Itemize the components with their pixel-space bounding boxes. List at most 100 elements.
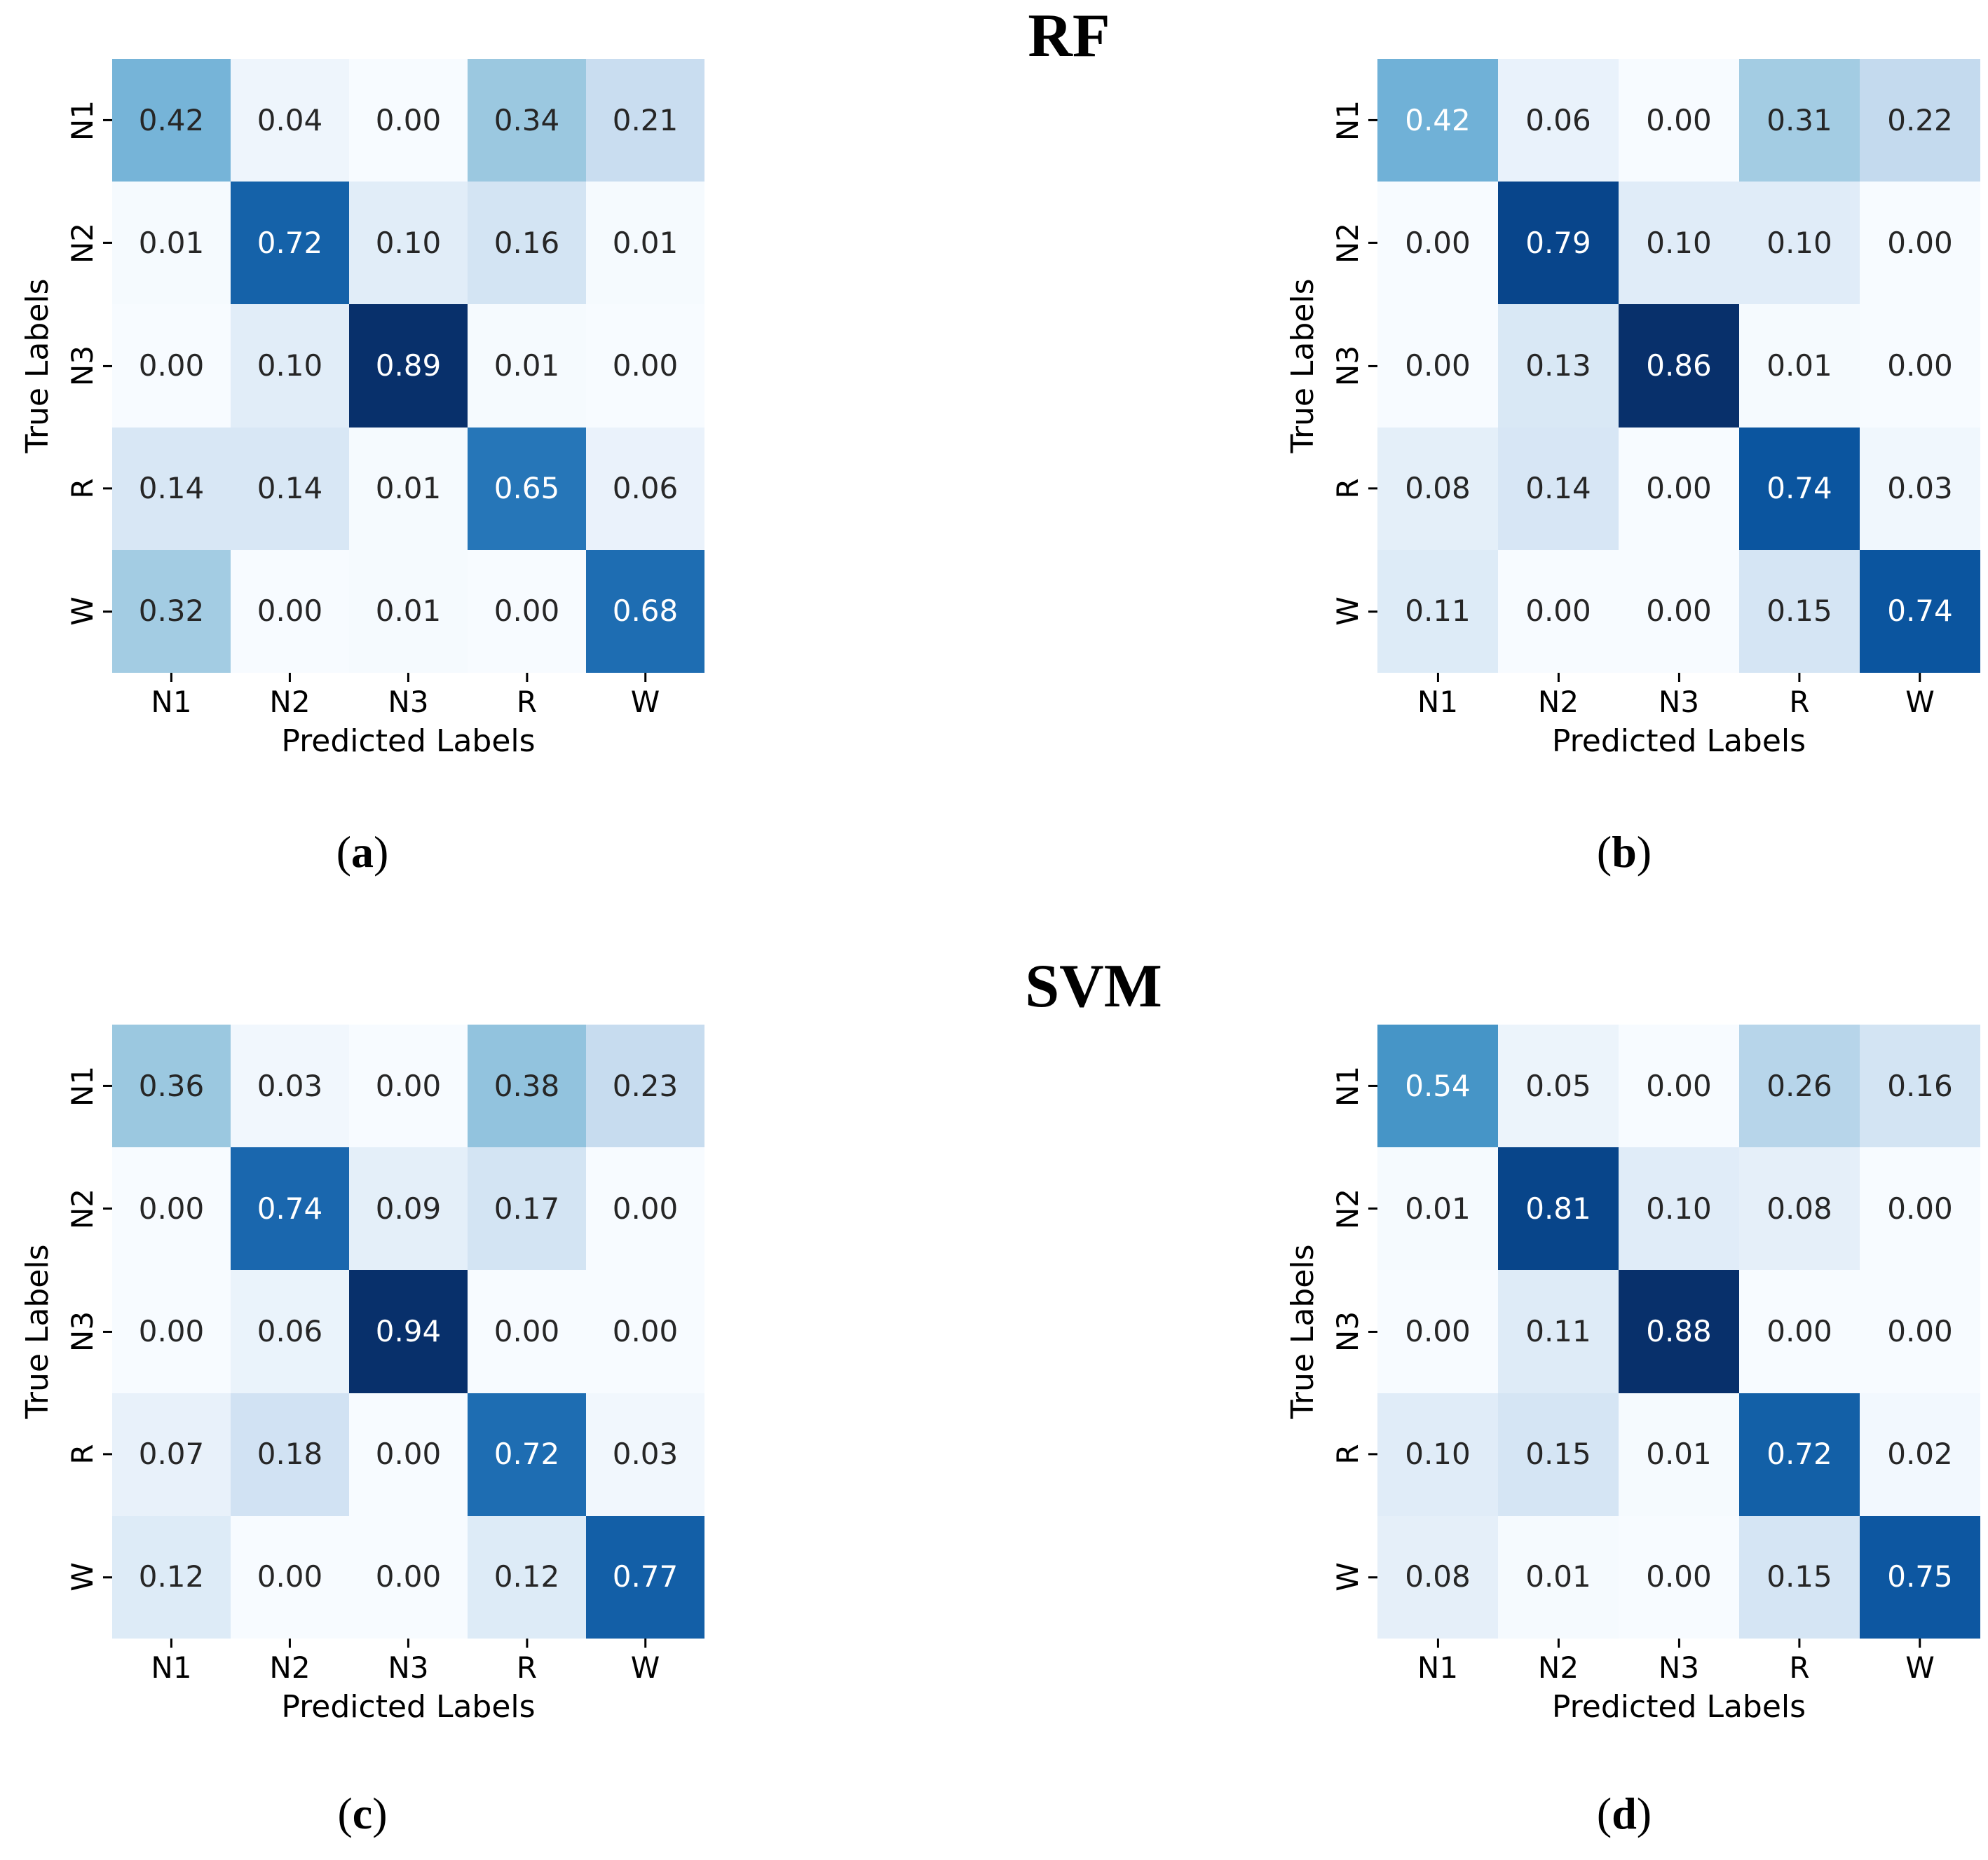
heatmap-cell: 0.21 [586, 59, 704, 182]
subfigure-caption-b: (b) [1597, 830, 1652, 875]
caption-paren-open: ( [336, 827, 351, 877]
heatmap-cell: 0.15 [1498, 1393, 1619, 1516]
heatmap-cell: 0.01 [1498, 1515, 1619, 1639]
x-tick-label: W [630, 1650, 660, 1685]
heatmap-cell: 0.10 [1377, 1393, 1498, 1516]
x-tick: N2 [1538, 673, 1579, 717]
tick-mark [170, 673, 172, 682]
x-tick: N1 [1417, 1639, 1458, 1683]
heatmap-cell: 0.42 [1377, 59, 1498, 182]
confusion-matrix-panel-a: True Labels N1 N2 N3 R W 0.42 0.04 0.00 0.34 0.2… [20, 59, 704, 757]
tick-mark [288, 673, 291, 682]
tick-mark [1368, 1330, 1377, 1333]
heatmap-cell: 0.74 [1860, 549, 1980, 673]
heatmap-cell: 0.17 [468, 1147, 586, 1271]
tick-mark [1368, 1575, 1377, 1578]
caption-paren-open: ( [337, 1789, 353, 1838]
y-tick-label: N3 [65, 345, 100, 387]
x-tick: N3 [388, 673, 429, 717]
tick-mark [1368, 364, 1377, 367]
y-tick: N2 [65, 223, 112, 264]
x-tick: R [1789, 673, 1810, 717]
heatmap-cell: 0.18 [231, 1393, 349, 1516]
heatmap-cell: 0.08 [1377, 427, 1498, 550]
heatmap-cell: 0.72 [1739, 1393, 1860, 1516]
caption-paren-close: ) [372, 1789, 388, 1838]
heatmap-grid: 0.42 0.06 0.00 0.31 0.22 0.00 0.79 0.10 0.10 0.00… [1377, 59, 1980, 673]
heatmap-cell: 0.03 [1860, 427, 1980, 550]
heatmap-cell: 0.00 [1619, 427, 1739, 550]
y-tick: N2 [65, 1189, 112, 1229]
heatmap-cell: 0.00 [1860, 304, 1980, 428]
heatmap-cell: 0.26 [1739, 1025, 1860, 1148]
heatmap-cell: 0.00 [1619, 549, 1739, 673]
caption-letter: c [352, 1789, 373, 1838]
tick-mark [526, 673, 528, 682]
y-axis: N1 N2 N3 R W [1321, 59, 1377, 673]
heatmap-cell: 0.68 [586, 549, 704, 673]
y-axis: N1 N2 N3 R W [56, 59, 112, 673]
heatmap-cell: 0.75 [1860, 1515, 1980, 1639]
heatmap-cell: 0.15 [1739, 1515, 1860, 1639]
x-axis: N1 N2 N3 R W [1377, 1639, 1980, 1702]
heatmap-cell: 0.74 [1739, 427, 1860, 550]
tick-mark [644, 1639, 646, 1648]
x-tick-label: R [516, 1650, 538, 1685]
tick-mark [1677, 1639, 1680, 1648]
heatmap-cell: 0.14 [231, 427, 349, 550]
y-tick: N1 [1330, 1066, 1377, 1107]
tick-mark [103, 242, 112, 245]
heatmap-cell: 0.06 [1498, 59, 1619, 182]
tick-mark [526, 1639, 528, 1648]
x-tick: N1 [151, 673, 192, 717]
heatmap-cell: 0.00 [1739, 1270, 1860, 1393]
heatmap-cell: 0.74 [231, 1147, 349, 1271]
y-tick: N1 [1330, 100, 1377, 141]
y-tick: N3 [1330, 345, 1377, 387]
y-axis-title: True Labels [20, 1244, 55, 1419]
x-tick: N1 [151, 1639, 192, 1683]
heatmap-cell: 0.13 [1498, 304, 1619, 428]
x-tick-label: N3 [388, 1650, 429, 1685]
tick-mark [1368, 487, 1377, 490]
heatmap-cell: 0.01 [349, 549, 468, 673]
x-tick-label: W [630, 685, 660, 719]
heatmap-cell: 0.00 [231, 1515, 349, 1639]
heatmap-cell: 0.06 [586, 427, 704, 550]
heatmap-cell: 0.00 [112, 1147, 231, 1271]
caption-letter: a [351, 827, 374, 877]
heatmap-cell: 0.65 [468, 427, 586, 550]
y-tick: N2 [1330, 1189, 1377, 1229]
heatmap-cell: 0.10 [1619, 182, 1739, 305]
heatmap-cell: 0.86 [1619, 304, 1739, 428]
caption-paren-open: ( [1596, 1789, 1612, 1838]
heatmap-cell: 0.01 [586, 182, 704, 305]
tick-mark [1557, 673, 1560, 682]
heatmap-cell: 0.00 [468, 1270, 586, 1393]
heatmap-cell: 0.00 [1377, 304, 1498, 428]
tick-mark [1368, 1085, 1377, 1088]
y-tick: N1 [65, 100, 112, 141]
y-tick-label: N1 [65, 1065, 100, 1107]
tick-mark [103, 364, 112, 367]
heatmap-cell: 0.10 [1739, 182, 1860, 305]
y-tick-label: N3 [1330, 345, 1365, 387]
tick-mark [1436, 673, 1439, 682]
x-tick: N2 [1538, 1639, 1579, 1683]
heatmap-cell: 0.34 [468, 59, 586, 182]
y-tick: N3 [1330, 1311, 1377, 1352]
heatmap-cell: 0.00 [1619, 1025, 1739, 1148]
x-tick: N3 [1659, 673, 1699, 717]
y-tick: R [1330, 479, 1377, 499]
heatmap-cell: 0.11 [1377, 549, 1498, 673]
heatmap-cell: 0.72 [468, 1393, 586, 1516]
y-axis: N1 N2 N3 R W [1321, 1025, 1377, 1639]
heatmap-cell: 0.89 [349, 304, 468, 428]
tick-mark [1919, 673, 1921, 682]
tick-mark [1368, 610, 1377, 613]
tick-mark [288, 1639, 291, 1648]
tick-mark [407, 1639, 409, 1648]
x-tick-label: N2 [269, 685, 311, 719]
x-tick: R [1789, 1639, 1810, 1683]
